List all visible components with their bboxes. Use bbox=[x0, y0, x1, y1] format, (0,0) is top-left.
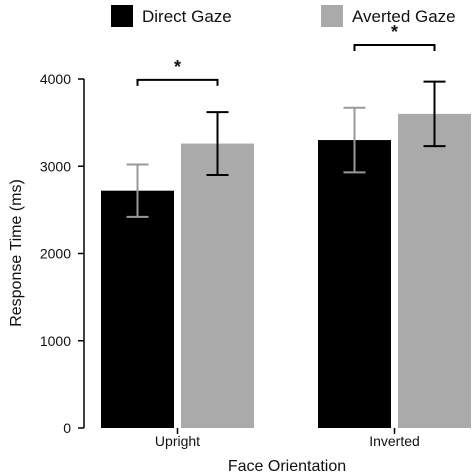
x-axis-title: Face Orientation bbox=[228, 458, 346, 475]
significance-bracket bbox=[353, 43, 436, 51]
y-tick-label: 0 bbox=[63, 420, 71, 436]
bar bbox=[181, 143, 254, 428]
legend: Direct Gaze Averted Gaze bbox=[111, 5, 456, 27]
y-axis: 0 1000 2000 3000 4000 bbox=[40, 71, 85, 436]
legend-label: Direct Gaze bbox=[142, 7, 232, 26]
legend-swatch bbox=[111, 5, 133, 27]
significance-marker: * bbox=[391, 22, 398, 42]
x-tick-label: Inverted bbox=[369, 433, 420, 449]
significance-marker: * bbox=[174, 57, 181, 77]
significance-bracket bbox=[136, 78, 219, 86]
y-tick-label: 3000 bbox=[40, 158, 71, 174]
y-tick-label: 1000 bbox=[40, 333, 71, 349]
bar bbox=[318, 140, 391, 428]
bars-group bbox=[101, 113, 471, 429]
significance-group: ** bbox=[136, 22, 436, 86]
y-axis-title: Response Time (ms) bbox=[8, 179, 25, 327]
x-tick-label: Upright bbox=[155, 433, 200, 449]
legend-swatch bbox=[321, 5, 343, 27]
bar bbox=[398, 113, 471, 429]
y-tick-label: 4000 bbox=[40, 71, 71, 87]
error-bars-group bbox=[126, 80, 446, 218]
legend-label: Averted Gaze bbox=[352, 7, 456, 26]
x-axis: Upright Inverted bbox=[155, 428, 420, 449]
y-tick-label: 2000 bbox=[40, 246, 71, 262]
bar bbox=[101, 190, 174, 428]
